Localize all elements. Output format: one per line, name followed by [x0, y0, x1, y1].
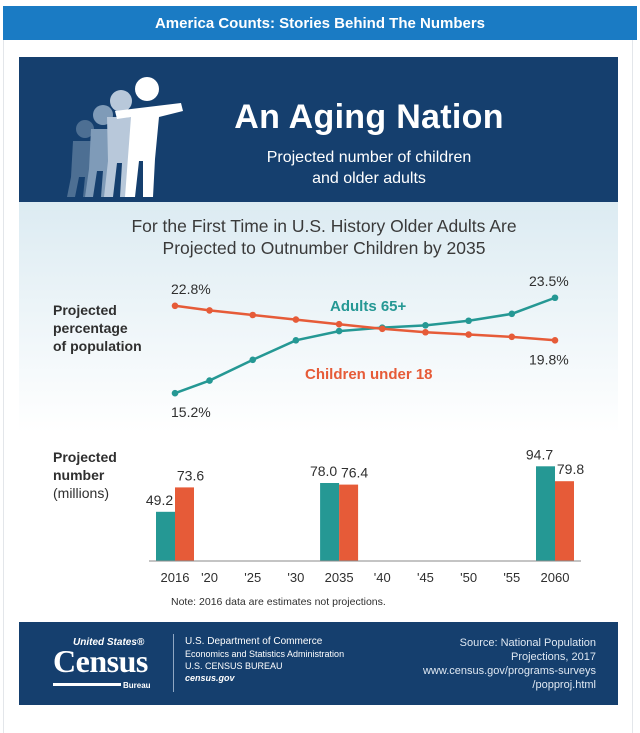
bar-ylabel-2: number	[53, 467, 105, 483]
data-point-children-2060	[551, 337, 559, 344]
x-tick-5: '40	[374, 570, 391, 585]
infographic-footer: United States® Census Bureau U.S. Depart…	[19, 622, 618, 705]
data-point-adults-2016	[171, 389, 179, 397]
bar-adults-2060	[536, 466, 555, 561]
label-children-end: 19.8%	[529, 351, 569, 367]
data-point-adults-2030	[292, 337, 300, 344]
x-tick-4: 2035	[325, 570, 354, 585]
label-children-start: 22.8%	[171, 281, 211, 297]
bar-ylabel-1: Projected	[53, 449, 117, 465]
data-point-adults-2050	[465, 317, 472, 325]
data-point-children-2025	[249, 311, 257, 319]
infographic: An Aging Nation Projected number of chil…	[19, 57, 618, 705]
bar-label-adults-2060: 94.7	[526, 446, 553, 462]
data-point-children-2045	[422, 328, 429, 336]
banner-title: America Counts: Stories Behind The Numbe…	[154, 14, 486, 32]
data-point-children-2055	[508, 333, 516, 341]
chart-area-background	[19, 202, 618, 622]
line-ylabel-2: percentage	[53, 320, 128, 336]
logo-bottom: Bureau	[123, 681, 151, 690]
x-tick-8: '55	[503, 570, 520, 585]
data-point-adults-2025	[249, 356, 257, 364]
bar-label-children-2035: 76.4	[341, 465, 368, 481]
agency-line-1: U.S. Department of Commerce	[185, 636, 323, 647]
data-point-adults-2060	[551, 294, 559, 302]
logo-main: Census	[53, 643, 148, 679]
bar-children-2060	[555, 481, 574, 561]
series-line-adults	[174, 296, 556, 395]
series-line-children	[174, 304, 556, 342]
data-point-adults-2020	[206, 377, 213, 384]
line-ylabel-1: Projected	[53, 302, 117, 318]
source-line-4: /popproj.html	[532, 679, 596, 691]
line-ylabel-3: of population	[53, 338, 142, 354]
content-frame	[3, 40, 633, 733]
agency-block: U.S. Department of Commerce Economics an…	[185, 636, 344, 684]
series-name-adults: Adults 65+	[330, 298, 407, 315]
chart-note: Note: 2016 data are estimates not projec…	[171, 596, 386, 608]
data-point-adults-2045	[422, 322, 429, 329]
headline-line-2: Projected to Outnumber Children by 2035	[162, 238, 486, 258]
source-block: Source: National Population Projections,…	[423, 636, 596, 692]
x-tick-3: '30	[287, 570, 304, 585]
source-line-2: Projections, 2017	[511, 651, 596, 663]
infographic-header: An Aging Nation Projected number of chil…	[19, 57, 618, 202]
bar-label-children-2060: 79.8	[557, 461, 584, 477]
label-adults-end: 23.5%	[529, 273, 569, 289]
data-point-children-2040	[378, 325, 386, 333]
bar-label-children-2016: 73.6	[177, 467, 204, 483]
footer-divider	[173, 634, 174, 692]
line-chart: Projected percentage of population 15.2% 23.…	[53, 273, 569, 420]
series-name-children: Children under 18	[305, 366, 433, 383]
x-tick-7: '50	[460, 570, 477, 585]
bar-adults-2035	[320, 483, 340, 561]
source-line-3: www.census.gov/programs-surveys	[422, 665, 596, 677]
bar-label-adults-2016: 49.2	[146, 492, 173, 508]
bar-children-2016	[175, 487, 194, 561]
agency-line-2: Economics and Statistics Administration	[185, 649, 345, 659]
x-tick-0: 2016	[161, 570, 190, 585]
agency-line-4: census.gov	[185, 673, 235, 683]
headline-line-1: For the First Time in U.S. History Older…	[131, 216, 517, 236]
charts-canvas: Projected percentage of population 15.2% 23.…	[53, 273, 584, 608]
page-banner: America Counts: Stories Behind The Numbe…	[3, 6, 637, 40]
data-point-adults-2035	[335, 327, 343, 335]
subtitle-line-1: Projected number of children	[266, 149, 472, 166]
data-point-children-2030	[292, 316, 300, 323]
bar-chart: Projected number (millions) 49.273.6 78.0 76.…	[53, 446, 584, 608]
bar-label-adults-2035: 78.0	[310, 463, 337, 479]
headline: For the First Time in U.S. History Older…	[59, 215, 589, 259]
x-tick-6: '45	[417, 570, 434, 585]
subtitle-line-2: and older adults	[312, 170, 426, 187]
logo-rule	[53, 683, 121, 686]
agency-line-3: U.S. CENSUS BUREAU	[185, 661, 283, 671]
data-point-children-2035	[335, 320, 343, 328]
logo-top: United States®	[73, 637, 145, 648]
people-figures-icon	[67, 77, 183, 197]
data-point-children-2050	[465, 331, 472, 338]
x-tick-9: 2060	[541, 570, 570, 585]
census-logo: United States® Census Bureau	[53, 637, 163, 693]
source-line-1: Source: National Population	[459, 637, 596, 649]
label-adults-start: 15.2%	[171, 404, 211, 420]
data-point-adults-2055	[508, 310, 516, 318]
bar-adults-2016	[156, 511, 175, 561]
x-tick-1: '20	[201, 570, 218, 585]
data-point-children-2020	[206, 307, 213, 314]
x-tick-2: '25	[244, 570, 261, 585]
bar-ylabel-3: (millions)	[53, 485, 109, 501]
bar-children-2035	[339, 484, 359, 561]
data-point-children-2016	[171, 302, 179, 310]
infographic-subtitle: Projected number of children and older a…	[199, 147, 539, 189]
infographic-title: An Aging Nation	[234, 98, 504, 136]
